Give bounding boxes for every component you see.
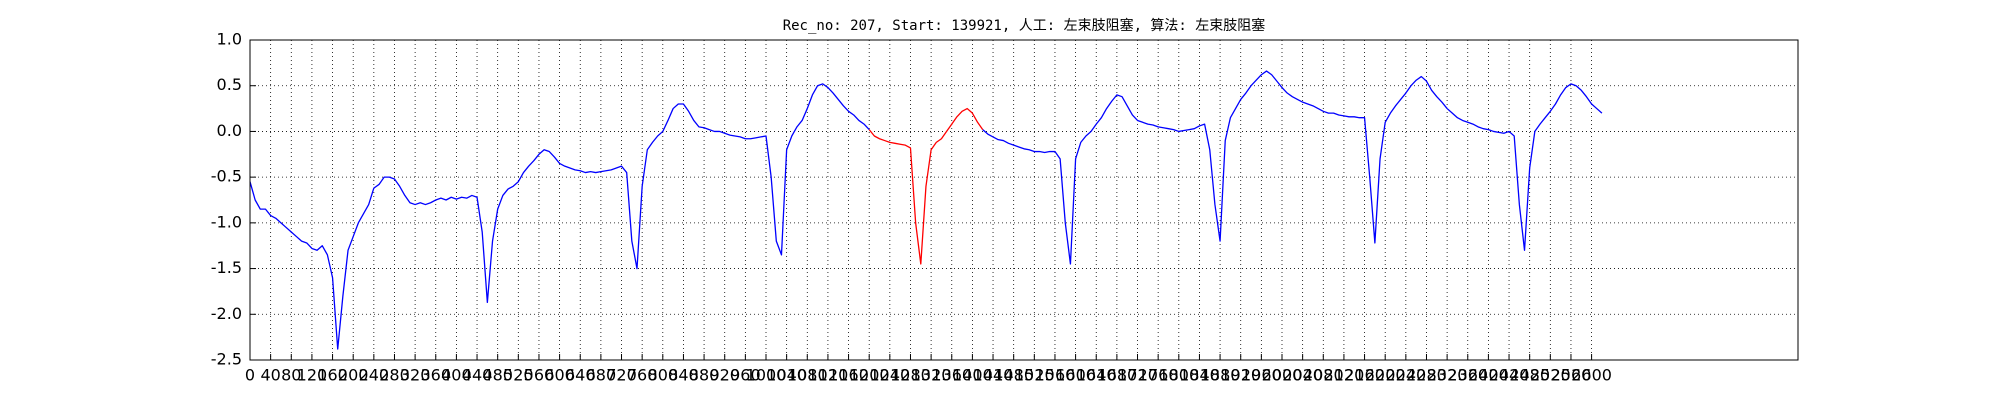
x-tick-label: 1440 [973, 366, 1014, 385]
plot-frame [249, 39, 1799, 361]
x-tick-label: 120 [297, 366, 328, 385]
x-tick-label: 2360 [1447, 366, 1488, 385]
x-tick-label: 1840 [1179, 366, 1220, 385]
x-tick-label: 240 [359, 366, 390, 385]
x-tick-label: 2400 [1468, 366, 1509, 385]
x-tick-label: 280 [379, 366, 410, 385]
x-tick-label: 960 [730, 366, 761, 385]
x-tick-label: 1240 [869, 366, 910, 385]
x-tick-label: 520 [503, 366, 534, 385]
x-tick-label: 1920 [1220, 366, 1261, 385]
x-tick-label: 840 [668, 366, 699, 385]
x-tick-label: 400 [441, 366, 472, 385]
x-tick-label: 2200 [1365, 366, 1406, 385]
x-tick-label: 1400 [952, 366, 993, 385]
x-tick-label: 2440 [1489, 366, 1530, 385]
x-tick-label: 880 [689, 366, 720, 385]
x-tick-label: 1120 [808, 366, 849, 385]
x-tick-label: 1800 [1158, 366, 1199, 385]
x-tick-label: 200 [338, 366, 369, 385]
x-tick-label: 720 [606, 366, 637, 385]
x-tick-label: 2040 [1282, 366, 1323, 385]
chart-title: Rec_no: 207, Start: 139921, 人工: 左束肢阻塞, 算… [783, 17, 1266, 34]
x-tick-label: 920 [709, 366, 740, 385]
x-tick-label: 1160 [828, 366, 869, 385]
x-tick-label: 1880 [1200, 366, 1241, 385]
x-tick-label: 640 [565, 366, 596, 385]
x-tick-label: 1040 [766, 366, 807, 385]
y-tick-label: 0.0 [217, 121, 242, 140]
x-tick-label: 0 [245, 366, 255, 385]
x-tick-label: 2520 [1530, 366, 1571, 385]
x-tick-label: 1720 [1117, 366, 1158, 385]
y-tick-label: 1.0 [217, 30, 242, 49]
y-tick-label: -1.0 [211, 212, 242, 231]
x-tick-label: 1320 [911, 366, 952, 385]
x-tick-label: 1560 [1035, 366, 1076, 385]
x-tick-label: 1600 [1055, 366, 1096, 385]
x-tick-label: 2280 [1406, 366, 1447, 385]
data-line [868, 107, 984, 265]
y-tick-label: -1.5 [211, 258, 242, 277]
x-tick-label: 2480 [1509, 366, 1550, 385]
x-tick-label: 2240 [1385, 366, 1426, 385]
x-tick-label: 360 [420, 366, 451, 385]
x-tick-label: 160 [317, 366, 348, 385]
x-tick-label: 320 [400, 366, 431, 385]
y-tick-label: 0.5 [217, 75, 242, 94]
data-line [249, 70, 1603, 350]
x-tick-label: 1480 [993, 366, 1034, 385]
x-tick-label: 1200 [849, 366, 890, 385]
x-tick-label: 1280 [890, 366, 931, 385]
x-tick-label: 760 [627, 366, 658, 385]
x-tick-label: 1080 [787, 366, 828, 385]
y-tick-label: -0.5 [211, 167, 242, 186]
x-tick-label: 1680 [1097, 366, 1138, 385]
x-tick-label: 1640 [1076, 366, 1117, 385]
x-tick-label: 2160 [1344, 366, 1385, 385]
x-tick-label: 1760 [1138, 366, 1179, 385]
x-tick-label: 2000 [1262, 366, 1303, 385]
x-tick-label: 2560 [1551, 366, 1592, 385]
x-tick-label: 2600 [1571, 366, 1612, 385]
x-tick-label: 1360 [931, 366, 972, 385]
x-tick-label: 2080 [1303, 366, 1344, 385]
x-tick-label: 680 [586, 366, 617, 385]
x-tick-label: 1520 [1014, 366, 1055, 385]
y-tick-label: -2.5 [211, 350, 242, 369]
x-tick-label: 1960 [1241, 366, 1282, 385]
x-tick-label: 2120 [1324, 366, 1365, 385]
x-tick-label: 480 [482, 366, 513, 385]
x-tick-label: 440 [462, 366, 493, 385]
x-tick-label: 800 [648, 366, 679, 385]
x-tick-label: 2320 [1427, 366, 1468, 385]
y-tick-label: -2.0 [211, 304, 242, 323]
x-tick-label: 80 [281, 366, 301, 385]
x-tick-label: 600 [544, 366, 575, 385]
x-tick-label: 40 [260, 366, 280, 385]
x-tick-label: 560 [524, 366, 555, 385]
x-tick-label: 1000 [746, 366, 787, 385]
